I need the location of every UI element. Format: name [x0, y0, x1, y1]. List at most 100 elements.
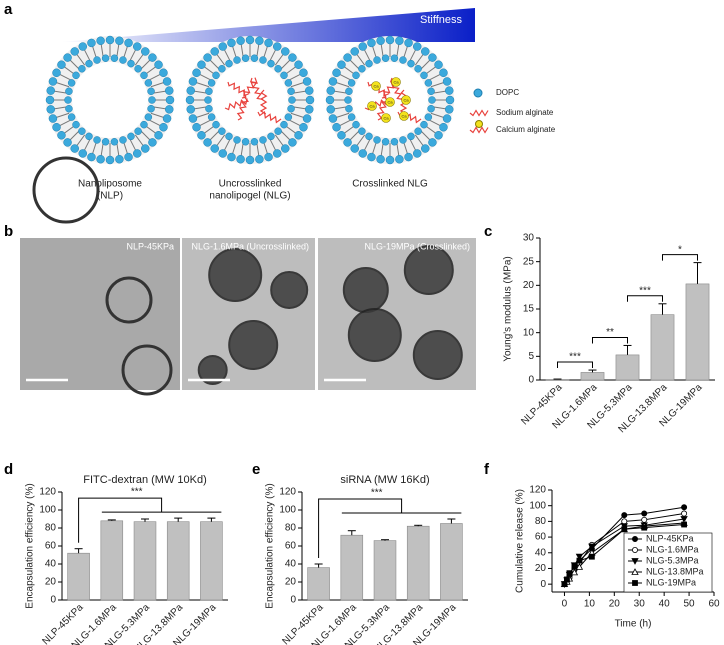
lipid-head — [424, 113, 433, 121]
panel-label: d — [4, 461, 13, 478]
y-tick-label: 80 — [285, 523, 297, 534]
lipid-head — [227, 152, 236, 162]
lipid-head — [192, 122, 201, 132]
lipid-head — [404, 152, 413, 162]
lipid-head — [119, 56, 127, 64]
panel-label: a — [4, 1, 13, 18]
lipid-head — [284, 79, 293, 87]
lipid-head — [343, 138, 352, 147]
lipid-head — [302, 77, 312, 86]
marker — [576, 557, 583, 564]
lipid-head — [144, 113, 153, 121]
lipid-head — [352, 71, 360, 80]
lipid-head — [439, 122, 448, 132]
lipid-head — [124, 38, 133, 48]
marker — [631, 558, 639, 565]
lipid-head — [414, 65, 422, 73]
lipid-head — [264, 38, 273, 48]
chart-title: siRNA (MW 16Kd) — [340, 474, 429, 486]
legend-label: NLG-13.8MPa — [646, 566, 704, 576]
legend-label: Calcium alginate — [496, 125, 556, 134]
legend-label: Sodium alginate — [496, 108, 554, 117]
bar — [200, 521, 223, 601]
lipid-head — [110, 138, 119, 146]
lipid-head — [294, 131, 303, 140]
liposome — [185, 35, 315, 165]
vesicle — [412, 330, 463, 380]
significance-bracket — [592, 336, 628, 344]
marker — [641, 516, 648, 523]
lipid-head — [281, 47, 290, 56]
y-tick-label: 25 — [523, 256, 535, 267]
lipid-head — [205, 104, 213, 113]
lipid-head — [288, 138, 297, 147]
lipid-head — [159, 68, 168, 78]
significance-label: *** — [371, 488, 383, 499]
marker — [571, 563, 578, 570]
lipid-head — [197, 60, 206, 69]
liposome: Ca Ca Ca Ca Ca Ca Ca — [325, 35, 455, 165]
y-tick-label: 120 — [529, 485, 546, 496]
calcium-ion — [371, 81, 381, 91]
marker — [588, 553, 595, 560]
lipid-head — [299, 122, 308, 132]
calcium-ion — [385, 97, 395, 107]
alginate-chain — [469, 126, 489, 134]
lipid-head — [65, 104, 73, 113]
bar — [580, 372, 605, 381]
lipid-head — [305, 95, 315, 105]
marker — [566, 570, 573, 577]
bar — [166, 521, 190, 601]
structure-label: Nanoliposome — [78, 179, 142, 190]
core — [72, 62, 148, 138]
y-tick-label: 0 — [50, 595, 56, 606]
lipid-head — [442, 77, 452, 86]
lipid-head — [395, 155, 404, 164]
lipid-head — [385, 155, 395, 165]
lipid-head — [427, 104, 435, 113]
lipid-head — [337, 60, 346, 69]
lipid-head — [259, 136, 267, 144]
legend-dopc — [473, 88, 483, 98]
lipid-head — [325, 95, 335, 105]
legend-label: NLG-19MPa — [646, 577, 696, 587]
lipid-head — [105, 155, 115, 165]
y-tick-label: 120 — [279, 487, 296, 498]
y-tick-label: 60 — [285, 541, 297, 552]
lipid-head — [141, 144, 150, 153]
lipid-head — [70, 47, 79, 56]
lipid-head — [225, 132, 233, 141]
lipid-head — [445, 105, 454, 114]
y-tick-label: 20 — [523, 280, 535, 291]
lipid-head — [350, 47, 359, 56]
bar — [373, 540, 397, 601]
lipid-head — [63, 53, 72, 62]
lipid-head — [267, 132, 275, 141]
lipid-head — [197, 131, 206, 140]
lipid-head — [210, 144, 219, 153]
lipid-head — [259, 56, 267, 64]
lipid-head — [381, 138, 390, 146]
lipid-head — [212, 120, 220, 129]
y-tick-label: 20 — [285, 577, 297, 588]
lipid-head — [328, 77, 338, 86]
calcium-ion-label: Ca — [387, 100, 393, 105]
lipid-head — [132, 149, 142, 158]
bar — [133, 521, 157, 601]
y-tick-label: 100 — [39, 505, 56, 516]
lipid-head — [218, 42, 228, 51]
lipid-head — [186, 105, 195, 114]
lipid-head — [148, 138, 157, 147]
y-tick-label: 15 — [523, 304, 535, 315]
lipid-head — [87, 38, 96, 48]
lipid-head — [427, 87, 435, 96]
lipid-head — [284, 113, 293, 121]
significance-bracket — [318, 498, 462, 558]
lipid-head — [267, 59, 275, 68]
lipid-head — [119, 136, 127, 144]
bar — [67, 552, 90, 601]
calcium-ion — [367, 101, 377, 111]
alginate-chain — [469, 109, 489, 117]
y-tick-label: 60 — [45, 541, 57, 552]
lipid-head — [124, 152, 133, 162]
